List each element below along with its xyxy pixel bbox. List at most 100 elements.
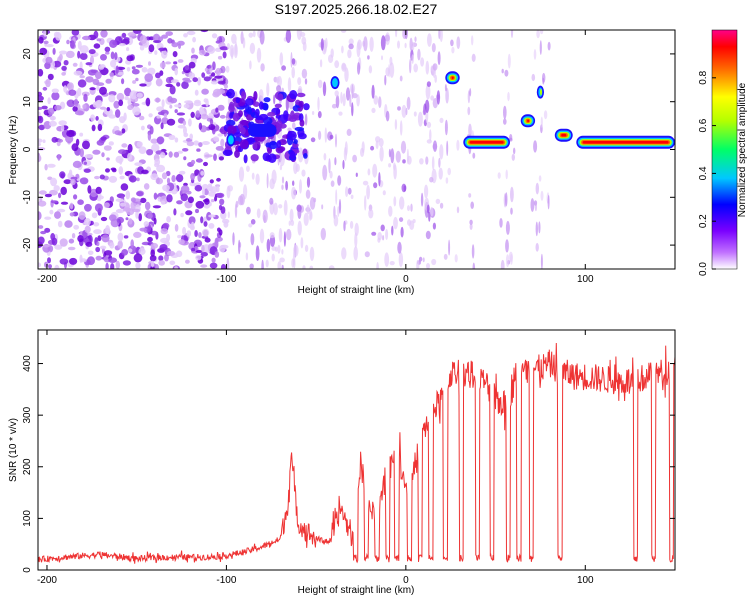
spectrogram-noise-blob [171,42,179,48]
spectrogram-noise-blob [170,79,179,84]
spectrogram-noise-blob [63,60,69,66]
spectrogram-noise-blob [209,118,214,125]
spectrogram-noise-blob [146,81,152,86]
spectrogram-noise-blob [164,254,169,262]
spectrogram-cluster-blob [276,120,283,130]
spectrogram-streak-blob [301,169,306,177]
spectrogram-noise-blob [125,190,131,200]
spectrogram-cluster-blob [289,90,298,100]
spectrogram-streak-blob [287,77,292,93]
spectrogram-streak-blob [290,219,295,226]
spectrogram-noise-blob [161,172,168,180]
spectrogram-noise-blob [97,197,102,202]
spectrogram-noise-blob [105,225,110,234]
spectrogram-noise-blob [50,200,59,204]
spectrogram-streak-blob [510,186,514,203]
spectrogram-noise-blob [169,85,176,95]
spectrogram-noise-blob [200,252,208,257]
spectrogram-noise-blob [163,113,168,118]
spectrogram-noise-blob [109,72,115,77]
spectrogram-noise-blob [200,113,209,120]
spectrogram-streak-blob [251,172,255,180]
spectrogram-noise-blob [195,255,202,261]
spectrogram-streak-blob [535,221,538,237]
spectrogram-streak-blob [335,133,337,148]
spectrogram-noise-blob [99,86,107,95]
spectrogram-noise-blob [125,217,129,221]
spectrogram-noise-blob [189,133,193,140]
spectrogram-noise-blob [133,30,142,34]
spectrogram-noise-blob [182,120,187,126]
spectrogram-streak-blob [362,180,369,186]
spectrogram-noise-blob [135,64,143,68]
y-tick-label: 400 [22,355,33,372]
spectrogram-noise-blob [98,64,105,70]
spectrogram-noise-blob [201,141,210,145]
spectrogram-streak-blob [291,58,296,65]
spectrogram-streak-blob [277,244,281,254]
spectrogram-noise-blob [216,89,226,95]
spectrogram-noise-blob [66,99,76,108]
spectrogram-noise-blob [71,143,79,152]
x-tick-label: -100 [216,274,236,285]
spectrogram-feature [582,141,669,144]
spectrogram-streak-blob [432,63,438,71]
spectrogram-streak-blob [380,224,385,232]
spectrogram-streak-blob [356,94,360,107]
spectrogram-streak-blob [310,137,316,143]
spectrogram-noise-blob [40,230,47,235]
spectrogram-streak-blob [471,35,474,46]
spectrogram-noise-blob [127,152,133,161]
spectrogram-streak-blob [324,127,327,143]
spectrogram-streak-blob [364,251,370,258]
spectrogram-noise-blob [161,99,165,108]
spectrogram-noise-blob [194,89,199,96]
spectrogram-noise-blob [126,47,130,52]
spectrogram-noise-blob [59,171,66,179]
spectrogram-noise-blob [118,166,124,175]
spectrogram-streak-blob [371,107,376,114]
spectrogram-streak-blob [405,107,408,116]
spectrogram-streak-blob [346,128,352,136]
spectrogram-streak-blob [329,170,333,179]
spectrogram-streak-blob [357,62,361,75]
spectrogram-streak-blob [246,165,250,172]
spectrogram-noise-blob [150,266,155,269]
spectrogram-streak-blob [510,254,513,265]
y-tick-label: 0 [22,567,33,573]
snr-frame [37,329,676,571]
spectrogram-streak-blob [388,163,392,168]
spectrogram-streak-blob [259,30,265,45]
spectrogram-streak-blob [377,237,381,243]
spectrogram-noise-blob [217,80,226,85]
spectrogram-noise-blob [153,40,162,44]
spectrogram-noise-blob [173,151,180,158]
spectrogram-streak-blob [356,41,361,58]
spectrogram-noise-blob [97,123,103,132]
spectrogram-noise-blob [38,68,44,77]
spectrogram-noise-blob [160,152,166,159]
colorbar-label: Normalized spectral amplitude [737,82,748,217]
spectrogram-streak-blob [310,211,313,220]
colorbar-tick-label: 0.2 [698,214,709,228]
spectrogram-noise-blob [59,238,68,247]
spectrogram-noise-blob [114,130,122,136]
spectrogram-streak-blob [232,232,235,246]
spectrogram-streak-blob [399,196,405,210]
snr-xlabel: Height of straight line (km) [298,585,415,596]
spectrogram-streak-blob [472,152,476,159]
spectrogram-noise-blob [111,168,117,173]
spectrogram-noise-blob [153,192,158,200]
spectrogram-streak-blob [378,172,381,187]
spectrogram-cluster-blob [239,139,249,150]
spectrogram-streak-blob [368,208,374,219]
spectrogram-streak-blob [347,49,352,59]
spectrogram-streak-blob [411,54,414,64]
spectrogram-noise-blob [166,233,171,242]
spectrogram-noise-blob [73,98,79,108]
spectrogram-streak-blob [435,198,441,205]
spectrogram-streak-blob [271,169,277,185]
spectrogram-noise-blob [134,162,143,167]
colorbar: 0.0 0.2 0.4 0.6 0.8 Normalized spectral ampl… [698,29,748,276]
spectrogram-streak-blob [414,36,417,42]
